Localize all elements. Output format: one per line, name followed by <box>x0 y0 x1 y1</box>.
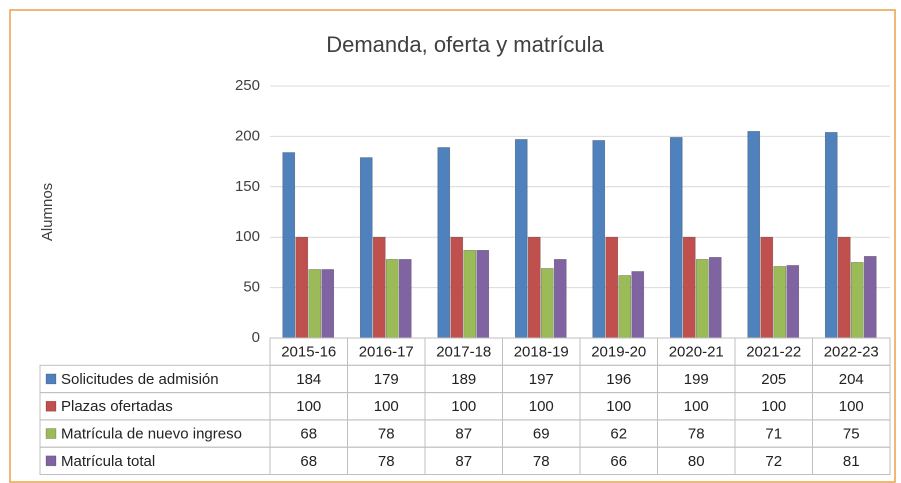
bar <box>760 236 774 339</box>
bar <box>708 257 722 339</box>
y-tick-label: 100 <box>235 228 260 245</box>
table-value: 100 <box>529 398 554 415</box>
bar <box>308 269 322 339</box>
table-value: 72 <box>765 453 782 470</box>
table-value: 204 <box>839 371 864 388</box>
table-value: 100 <box>839 398 864 415</box>
y-tick-label: 250 <box>235 77 260 94</box>
bar <box>321 269 335 339</box>
table-value: 71 <box>765 426 782 443</box>
y-axis-label: Alumnos <box>39 183 56 241</box>
table-value: 69 <box>533 426 550 443</box>
table-value: 100 <box>606 398 631 415</box>
y-tick-label: 0 <box>252 329 260 346</box>
bar <box>527 236 541 339</box>
bar <box>476 250 490 339</box>
bar <box>437 147 451 339</box>
bar <box>385 259 399 339</box>
bar <box>824 132 838 339</box>
bar <box>540 268 554 339</box>
table-value: 199 <box>684 371 709 388</box>
x-tick-label: 2015-16 <box>281 344 336 361</box>
table-value: 100 <box>296 398 321 415</box>
bar <box>631 271 645 339</box>
bar <box>669 137 683 339</box>
table-value: 78 <box>533 453 550 470</box>
bar <box>359 157 373 339</box>
bar <box>295 236 309 339</box>
bar <box>605 236 619 339</box>
table-value: 100 <box>374 398 399 415</box>
bar <box>372 236 386 339</box>
table-value: 100 <box>684 398 709 415</box>
legend-key <box>45 455 57 467</box>
table-value: 179 <box>374 371 399 388</box>
x-tick-label: 2018-19 <box>514 344 569 361</box>
bar <box>773 266 787 339</box>
legend-label: Matrícula de nuevo ingreso <box>61 426 242 443</box>
legend-label: Matrícula total <box>61 453 155 470</box>
table-value: 205 <box>761 371 786 388</box>
table-value: 68 <box>300 426 317 443</box>
x-tick-label: 2019-20 <box>591 344 646 361</box>
x-tick-label: 2021-22 <box>746 344 801 361</box>
bar <box>592 140 606 339</box>
table-value: 184 <box>296 371 321 388</box>
table-value: 62 <box>610 426 627 443</box>
table-value: 80 <box>688 453 705 470</box>
legend-key <box>45 400 57 412</box>
x-tick-label: 2022-23 <box>824 344 879 361</box>
bar <box>837 236 851 339</box>
bar <box>786 265 800 339</box>
chart-border <box>9 9 896 483</box>
table-value: 66 <box>610 453 627 470</box>
bar <box>398 259 412 339</box>
bar <box>695 259 709 339</box>
table-value: 68 <box>300 453 317 470</box>
bar <box>618 275 632 339</box>
table-value: 196 <box>606 371 631 388</box>
legend-key <box>45 373 57 385</box>
legend-key <box>45 428 57 439</box>
table-value: 78 <box>378 453 395 470</box>
table-value: 87 <box>455 453 472 470</box>
bar <box>463 250 477 339</box>
table-value: 197 <box>529 371 554 388</box>
chart-title: Demanda, oferta y matrícula <box>326 32 604 57</box>
bar <box>747 131 761 339</box>
bar <box>282 152 296 339</box>
table-value: 87 <box>455 426 472 443</box>
table-value: 100 <box>761 398 786 415</box>
table-value: 78 <box>688 426 705 443</box>
table-value: 78 <box>378 426 395 443</box>
legend-label: Plazas ofertadas <box>61 398 173 415</box>
bar <box>514 139 528 339</box>
x-tick-label: 2020-21 <box>669 344 724 361</box>
y-tick-label: 50 <box>243 279 260 296</box>
legend-label: Solicitudes de admisión <box>61 371 219 388</box>
bar <box>553 259 567 339</box>
table-value: 75 <box>843 426 860 443</box>
bar <box>863 256 877 339</box>
bar <box>682 236 696 339</box>
x-tick-label: 2017-18 <box>436 344 491 361</box>
table-value: 81 <box>843 453 860 470</box>
bar <box>450 236 464 339</box>
table-value: 100 <box>451 398 476 415</box>
y-tick-label: 200 <box>235 127 260 144</box>
bar <box>850 262 864 339</box>
table-value: 189 <box>451 371 476 388</box>
x-tick-label: 2016-17 <box>359 344 414 361</box>
y-tick-label: 150 <box>235 178 260 195</box>
